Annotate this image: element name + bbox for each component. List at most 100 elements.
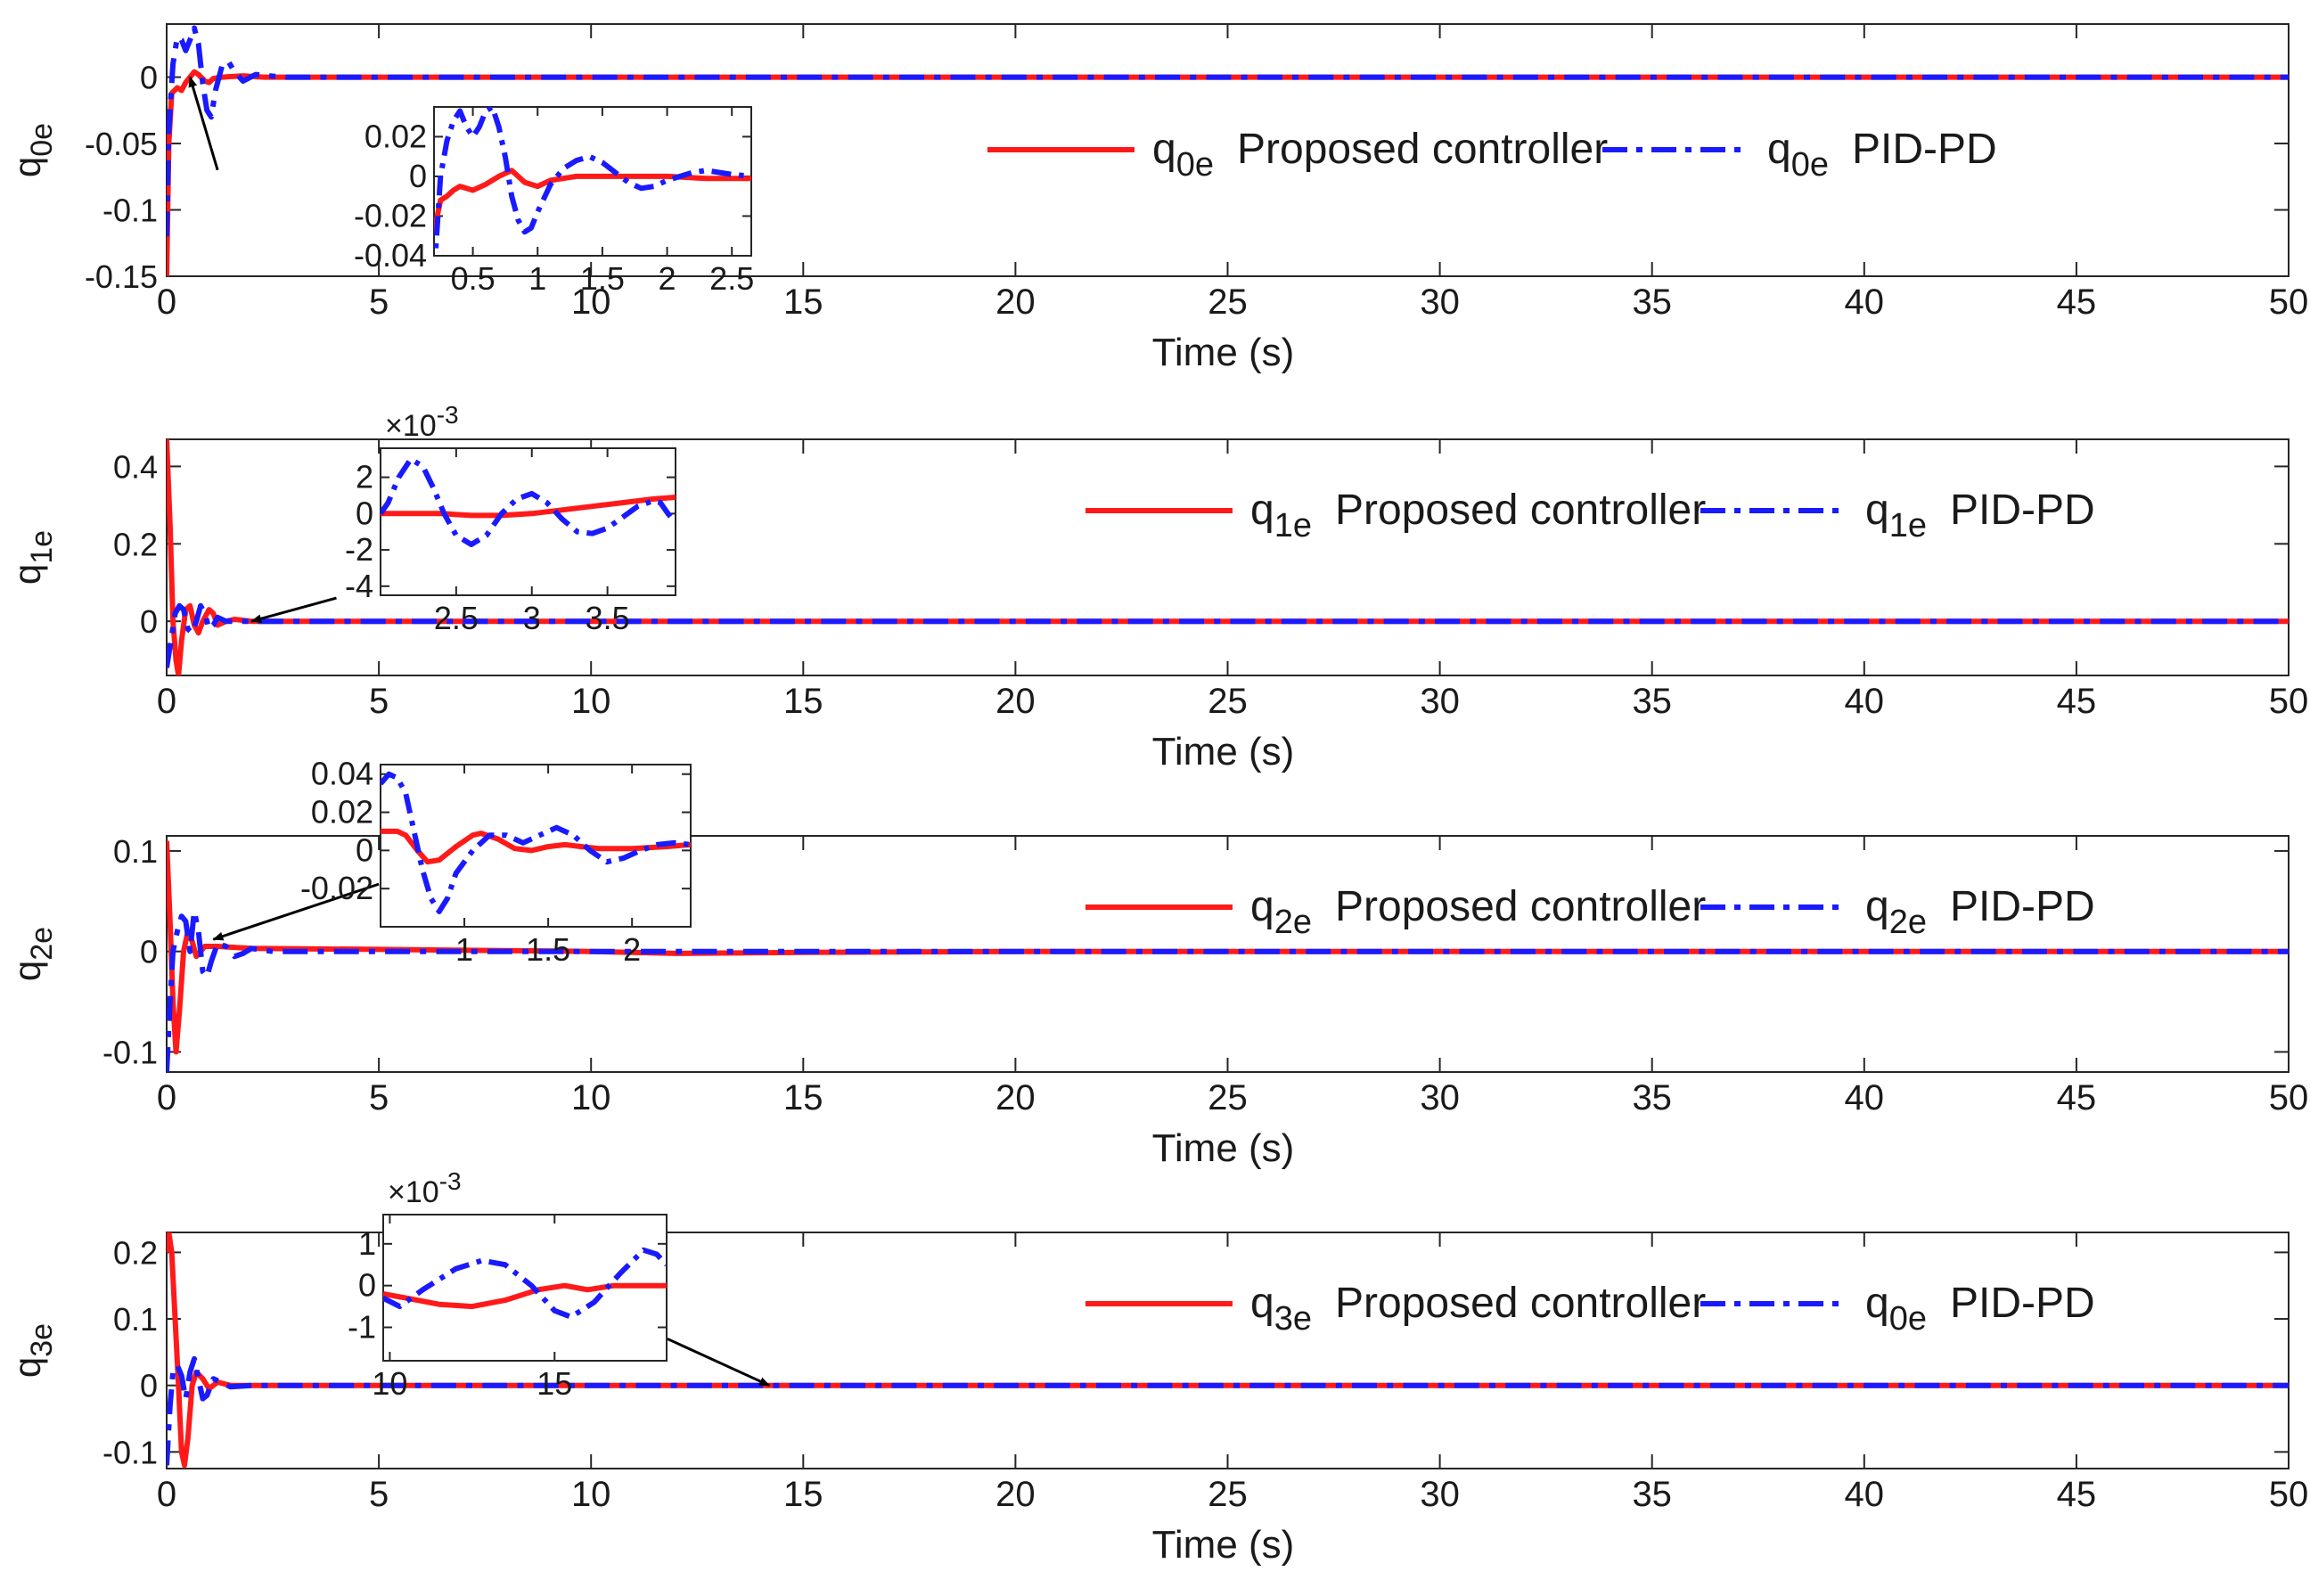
- subplot-0-x-tick-label: 0: [157, 282, 176, 322]
- subplot-2-inset-x-tick-label: 1: [455, 931, 473, 968]
- subplot-3-y-tick-label: 0.2: [113, 1234, 158, 1271]
- subplot-1-legend-sub-0-subscript: 1e: [1274, 507, 1312, 544]
- subplot-3-proposed-controller-line: [167, 1232, 2289, 1469]
- subplot-0-x-tick-label: 30: [1420, 282, 1460, 322]
- subplot-3-inset-y-tick-label: -1: [348, 1309, 376, 1346]
- subplot-0-x-tick-label: 20: [995, 282, 1036, 322]
- subplot-0-y-axis-label: q0e: [6, 123, 59, 177]
- subplot-1-inset-exponent-base: ×10: [385, 409, 437, 443]
- subplot-3-inset-exponent: ×10-3: [388, 1167, 462, 1209]
- subplot-3-x-tick-label: 15: [783, 1475, 823, 1514]
- subplot-3-legend-label-1: PID-PD: [1950, 1280, 2095, 1327]
- subplot-2-legend-label-0: Proposed controller: [1335, 883, 1706, 930]
- subplot-0-y-tick-label: -0.15: [85, 258, 158, 295]
- subplot-2-legend-sub-1-subscript: 2e: [1889, 904, 1927, 941]
- subplot-3-legend-sub-1-base: q: [1865, 1280, 1889, 1327]
- subplot-3-inset-x-tick-label: 15: [537, 1365, 572, 1402]
- subplot-0-legend-sub-1-subscript: 0e: [1791, 146, 1829, 184]
- subplot-0-x-tick-label: 10: [571, 282, 611, 322]
- subplot-3-y-axis-label-text: q3e: [6, 1323, 59, 1378]
- subplot-2-inset-pid-pd-line: [381, 771, 691, 914]
- subplot-1-inset-y-tick-label: -2: [345, 531, 373, 568]
- subplot-3-legend: q3e Proposed controller q0e PID-PD: [1085, 1280, 2095, 1338]
- subplot-3-inset-y-tick-label: 1: [358, 1225, 376, 1262]
- subplot-1-x-tick-label: 40: [1845, 682, 1885, 721]
- subplot-1-legend-sub-1-subscript: 1e: [1889, 507, 1927, 544]
- subplot-2-x-tick-label: 5: [369, 1078, 389, 1117]
- subplot-0-legend-sub-1-base: q: [1767, 126, 1791, 173]
- subplot-0-inset-y-tick-label: 0: [409, 158, 427, 194]
- subplot-2-y-tick-label: 0.1: [113, 833, 158, 870]
- subplot-1-inset-exponent: ×10-3: [385, 401, 459, 443]
- subplot-1-zoom-arrow: [250, 596, 337, 624]
- subplot-2-legend-sub-0-base: q: [1250, 883, 1274, 930]
- subplot-3-legend-sub-1: q0e: [1865, 1280, 1927, 1338]
- subplot-1-legend-sub-1-base: q: [1865, 487, 1889, 534]
- subplot-3-x-axis-label: Time (s): [1152, 1523, 1295, 1567]
- subplot-1-y-tick-label: 0.4: [113, 448, 158, 485]
- subplot-1-legend-sub-0: q1e: [1250, 487, 1312, 544]
- subplot-3-zoom-arrow: [667, 1338, 771, 1387]
- subplot-0-x-tick-label: 5: [369, 282, 389, 322]
- subplot-2-y-tick-label: 0: [140, 934, 158, 970]
- subplot-2-x-tick-label: 40: [1845, 1078, 1885, 1117]
- subplot-1-y-axis-label-text-subscript: 1e: [25, 530, 59, 564]
- subplot-2-x-tick-label: 50: [2269, 1078, 2309, 1117]
- subplot-3-legend-sub-0: q3e: [1250, 1280, 1312, 1338]
- subplot-0-y-tick-label: 0: [140, 60, 158, 96]
- subplot-1-y-axis-label-text: q1e: [6, 530, 59, 585]
- subplot-1-x-axis-label: Time (s): [1152, 730, 1295, 773]
- subplot-0-inset-y-tick-label: 0.02: [365, 118, 427, 154]
- subplot-0-y-tick-label: -0.05: [85, 126, 158, 162]
- subplot-0-legend-label-1: PID-PD: [1852, 126, 1997, 173]
- subplot-0-x-tick-label: 15: [783, 282, 823, 322]
- subplot-2-y-axis-label-text-subscript: 2e: [25, 927, 59, 961]
- subplot-2-x-tick-label: 30: [1420, 1078, 1460, 1117]
- subplot-0-x-tick-label: 25: [1208, 282, 1248, 322]
- subplot-0-inset-x-tick-label: 2: [659, 260, 676, 297]
- subplot-3-x-tick-label: 0: [157, 1475, 176, 1514]
- subplot-3-y-tick-label: 0: [140, 1368, 158, 1404]
- subplot-1-x-tick-label: 30: [1420, 682, 1460, 721]
- subplot-3-x-tick-label: 25: [1208, 1475, 1248, 1514]
- subplot-0-legend-sub-1: q0e: [1767, 126, 1829, 184]
- subplot-1-y-tick-label: 0.2: [113, 526, 158, 562]
- subplot-0-y-axis-label-text: q0e: [6, 123, 59, 177]
- subplot-2-inset: 1 1.5 2 0.040.020-0.02: [300, 756, 692, 968]
- subplot-1-inset-x-tick-label: 3.5: [586, 600, 630, 636]
- subplot-1-inset-y-tick-label: -4: [345, 568, 373, 604]
- subplot-3-inset-x-tick-label: 10: [372, 1365, 407, 1402]
- subplot-1-y-axis-label: q1e: [6, 530, 59, 585]
- subplot-0-legend: q0e Proposed controller q0e PID-PD: [987, 126, 1997, 184]
- subplot-1-x-tick-label: 0: [157, 682, 176, 721]
- subplot-0-legend-label-0: Proposed controller: [1237, 126, 1608, 173]
- subplot-2-x-tick-label: 15: [783, 1078, 823, 1117]
- subplot-0-inset-x-tick-label: 0.5: [451, 260, 496, 297]
- subplot-0-zoom-arrow: [188, 76, 219, 171]
- subplot-0-legend-sub-0-subscript: 0e: [1176, 146, 1214, 184]
- subplot-3-inset-exponent-base: ×10: [388, 1175, 439, 1209]
- subplot-1-legend-sub-0-base: q: [1250, 487, 1274, 534]
- subplot-1-inset-y-tick-label: 2: [356, 459, 373, 495]
- subplot-1-x-tick-label: 45: [2057, 682, 2097, 721]
- subplot-3-x-tick-label: 50: [2269, 1475, 2309, 1514]
- subplot-1-inset-x-tick-label: 3: [523, 600, 541, 636]
- subplot-3-legend-label-0: Proposed controller: [1335, 1280, 1706, 1327]
- subplot-0-inset-proposed-controller-line: [434, 168, 751, 233]
- subplot-0-inset-pid-pd-line: [434, 107, 751, 256]
- subplot-2-legend-sub-1-base: q: [1865, 883, 1889, 930]
- subplot-3-inset-y-tick-label: 0: [358, 1267, 376, 1304]
- subplot-0-x-tick-label: 50: [2269, 282, 2309, 322]
- subplot-1-x-tick-label: 25: [1208, 682, 1248, 721]
- subplot-0-inset-x-tick-label: 1.5: [580, 260, 625, 297]
- subplot-2-legend-sub-1: q2e: [1865, 883, 1927, 941]
- subplot-2-x-tick-label: 10: [571, 1078, 611, 1117]
- subplot-1-legend-sub-1: q1e: [1865, 487, 1927, 544]
- subplot-1-inset-frame: [380, 447, 676, 596]
- subplot-1-inset-y-tick-label: 0: [356, 495, 373, 531]
- subplot-1-legend-label-1: PID-PD: [1950, 487, 2095, 534]
- subplot-1-legend: q1e Proposed controller q1e PID-PD: [1085, 487, 2095, 544]
